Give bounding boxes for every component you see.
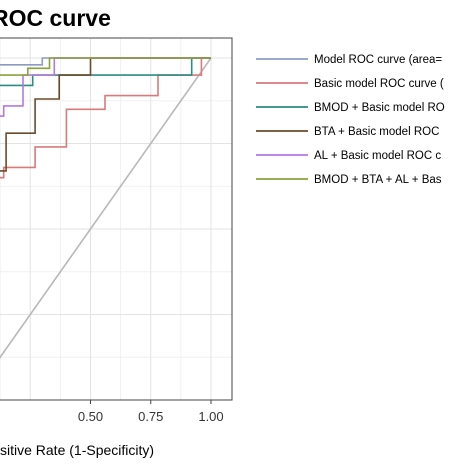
x-axis-title: sitive Rate (1-Specificity) [0,442,154,458]
legend-label-5: AL + Basic model ROC c [314,150,441,162]
x-axis-ticks: 0.50 0.75 1.00 [78,400,224,424]
legend-label-3: BMOD + Basic model RO [314,102,445,114]
chart-title: ROC curve [0,5,111,31]
plot-background [0,38,232,400]
legend-label-4: BTA + Basic model ROC [314,126,439,138]
legend-label-2: Basic model ROC curve ( [314,78,444,90]
roc-series-line-5 [0,57,211,117]
legend: Model ROC curve (area= Basic model ROC cu… [256,54,445,186]
legend-label-6: BMOD + BTA + AL + Bas [314,174,442,186]
roc-series-line-3 [0,57,211,87]
roc-series-line-2 [0,57,211,179]
chance-reference-line [0,57,212,359]
roc-series-line-6 [0,57,211,76]
roc-series-line-4 [0,57,211,172]
x-tick-label: 0.75 [138,409,163,424]
plot-border [0,37,233,401]
x-tick-label: 0.50 [78,409,103,424]
legend-label-1: Model ROC curve (area= [314,54,442,66]
roc-series-group [0,57,211,179]
grid-minor [0,38,232,400]
grid-major [0,38,232,400]
x-tick-label: 1.00 [198,409,223,424]
